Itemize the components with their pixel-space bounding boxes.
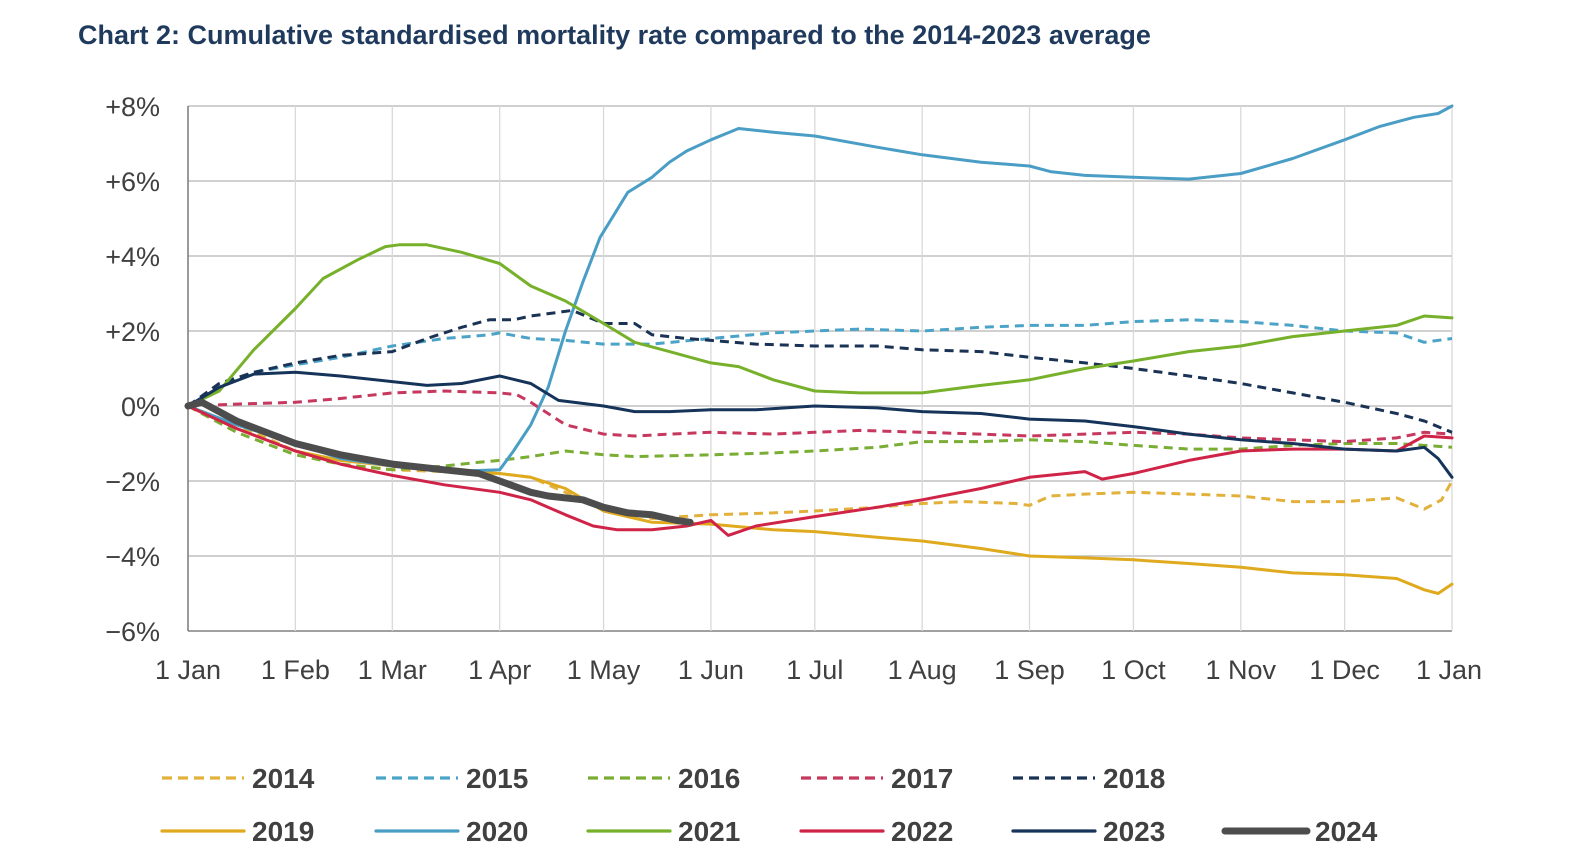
x-tick-label: 1 May	[567, 655, 641, 685]
series-line-2015	[187, 318, 1453, 408]
x-tick-label: 1 Jan	[1416, 655, 1482, 685]
x-axis-ticks: 1 Jan 1 Feb 1 Mar 1 Apr 1 May 1 Jun 1 Jul 1 Aug…	[155, 655, 1482, 685]
legend-label-2016: 2016	[678, 763, 740, 794]
x-tick-label: 1 Mar	[358, 655, 427, 685]
chart-title: Chart 2: Cumulative standardised mortali…	[78, 20, 1151, 50]
series-line-2020	[186, 104, 1454, 474]
y-tick-label: 0%	[121, 392, 160, 422]
y-tick-label: +4%	[105, 242, 160, 272]
y-tick-label: −4%	[105, 542, 160, 572]
x-tick-label: 1 Jul	[786, 655, 843, 685]
legend-label-2019: 2019	[252, 816, 314, 847]
x-tick-label: 1 Jun	[678, 655, 744, 685]
y-tick-label: −2%	[105, 467, 160, 497]
y-tick-label: +2%	[105, 317, 160, 347]
grid-lines	[187, 105, 1453, 632]
x-tick-label: 1 Apr	[468, 655, 531, 685]
series-line-2021	[186, 243, 1454, 408]
x-tick-label: 1 Oct	[1101, 655, 1166, 685]
y-tick-label: −6%	[105, 617, 160, 647]
y-tick-label: +6%	[105, 167, 160, 197]
series-lines	[184, 104, 1454, 595]
x-tick-label: 1 Aug	[888, 655, 957, 685]
legend-label-2015: 2015	[466, 763, 528, 794]
x-tick-label: 1 Jan	[155, 655, 221, 685]
legend-label-2021: 2021	[678, 816, 740, 847]
legend-label-2018: 2018	[1103, 763, 1165, 794]
legend-label-2024: 2024	[1315, 816, 1378, 847]
x-tick-label: 1 Nov	[1205, 655, 1276, 685]
x-tick-label: 1 Dec	[1309, 655, 1380, 685]
legend-label-2023: 2023	[1103, 816, 1165, 847]
y-tick-label: +8%	[105, 92, 160, 122]
series-line-2024	[184, 398, 694, 526]
series-line-2018	[187, 308, 1453, 434]
x-tick-label: 1 Feb	[261, 655, 330, 685]
legend-label-2017: 2017	[891, 763, 953, 794]
series-line-2017	[187, 389, 1453, 444]
series-line-2022	[186, 404, 1454, 537]
y-axis-ticks: +8% +6% +4% +2% 0% −2% −4% −6%	[105, 92, 160, 647]
legend: 2014 2015 2016 2017 2018 2019 2020 2021 2022 2023…	[160, 763, 1378, 847]
x-tick-label: 1 Sep	[994, 655, 1065, 685]
series-line-2023	[186, 370, 1454, 479]
legend-label-2022: 2022	[891, 816, 953, 847]
legend-label-2020: 2020	[466, 816, 528, 847]
legend-label-2014: 2014	[252, 763, 315, 794]
